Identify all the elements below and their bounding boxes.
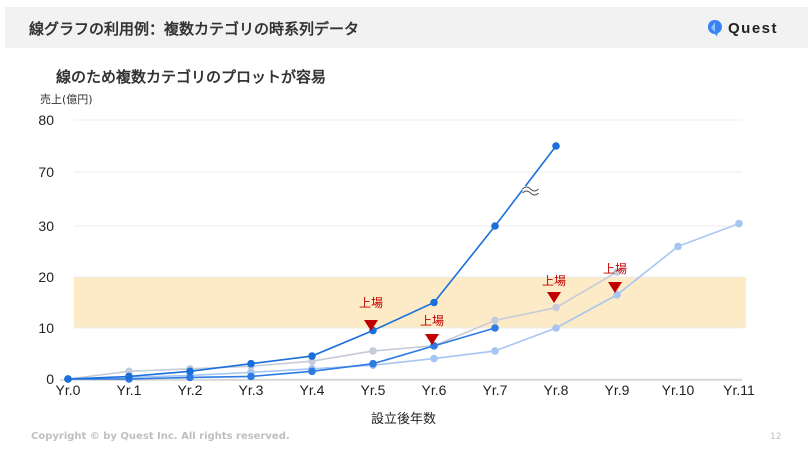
data-point bbox=[247, 372, 255, 381]
x-tick-label: Yr.2 bbox=[178, 382, 203, 398]
data-point bbox=[552, 142, 560, 150]
quest-logo-icon bbox=[708, 20, 722, 37]
series-line-b bbox=[68, 327, 496, 380]
data-point bbox=[369, 359, 377, 368]
brand-name: Quest bbox=[728, 19, 779, 37]
axis-break-wave bbox=[522, 190, 539, 196]
axis-break-wave bbox=[522, 186, 539, 192]
page-title: 線グラフの利用例：複数カテゴリの時系列データ bbox=[29, 20, 360, 38]
listing-label: 上場 bbox=[603, 262, 627, 276]
listing-marker-icon bbox=[364, 320, 378, 331]
x-tick-label: Yr.0 bbox=[56, 382, 81, 398]
y-tick-label: 10 bbox=[38, 320, 54, 336]
chart-title: 線のため複数カテゴリのプロットが容易 bbox=[56, 68, 327, 86]
header-bar: 線グラフの利用例：複数カテゴリの時系列データ Quest bbox=[5, 7, 808, 48]
x-tick-label: Yr.8 bbox=[544, 382, 569, 398]
y-tick-label: 20 bbox=[38, 269, 54, 285]
data-point bbox=[308, 352, 316, 360]
listing-label: 上場 bbox=[420, 314, 444, 328]
data-point bbox=[247, 359, 255, 368]
x-tick-label: Yr.9 bbox=[605, 382, 630, 398]
data-point bbox=[491, 324, 499, 332]
data-point bbox=[491, 347, 499, 355]
data-point bbox=[735, 219, 743, 228]
data-point bbox=[369, 347, 377, 355]
y-tick-label: 80 bbox=[38, 112, 54, 128]
x-tick-label: Yr.3 bbox=[239, 382, 264, 398]
data-point bbox=[552, 324, 560, 332]
data-point bbox=[491, 316, 499, 325]
x-tick-label: Yr.7 bbox=[483, 382, 508, 398]
highlight-band bbox=[74, 277, 746, 328]
data-point bbox=[186, 373, 194, 382]
series-line-a bbox=[67, 145, 557, 380]
data-point bbox=[674, 242, 682, 251]
data-point bbox=[552, 303, 560, 312]
listing-label: 上場 bbox=[542, 274, 566, 288]
series-line-d bbox=[67, 222, 740, 380]
listing-label: 上場 bbox=[359, 296, 383, 310]
x-axis-title: 設立後年数 bbox=[371, 411, 436, 427]
data-point bbox=[186, 367, 194, 376]
axis-break-gap bbox=[522, 186, 539, 194]
x-tick-label: Yr.10 bbox=[662, 382, 695, 398]
x-tick-label: Yr.4 bbox=[300, 382, 325, 398]
listing-marker-icon bbox=[425, 334, 439, 345]
x-tick-label: Yr.5 bbox=[361, 382, 386, 398]
brand-logo: Quest bbox=[707, 19, 778, 37]
listing-marker-icon bbox=[608, 282, 622, 293]
x-tick-label: Yr.1 bbox=[117, 382, 142, 398]
data-point bbox=[613, 291, 621, 299]
data-point bbox=[64, 375, 72, 383]
x-tick-label: Yr.6 bbox=[422, 382, 447, 398]
data-point bbox=[430, 298, 438, 307]
copyright-text: Copyright © by Quest Inc. All rights res… bbox=[31, 431, 290, 442]
data-point bbox=[430, 354, 438, 363]
data-point bbox=[613, 268, 621, 276]
listing-marker-icon bbox=[547, 292, 561, 303]
data-point bbox=[125, 372, 133, 381]
page-number: 12 bbox=[770, 432, 782, 442]
x-tick-label: Yr.11 bbox=[723, 382, 755, 398]
series-line-c bbox=[67, 271, 618, 380]
y-tick-label: 0 bbox=[46, 371, 54, 387]
y-axis-label: 売上(億円) bbox=[40, 93, 93, 106]
data-point bbox=[308, 367, 316, 376]
y-tick-label: 30 bbox=[38, 218, 54, 234]
y-tick-label: 70 bbox=[38, 164, 54, 180]
data-point bbox=[491, 222, 499, 230]
